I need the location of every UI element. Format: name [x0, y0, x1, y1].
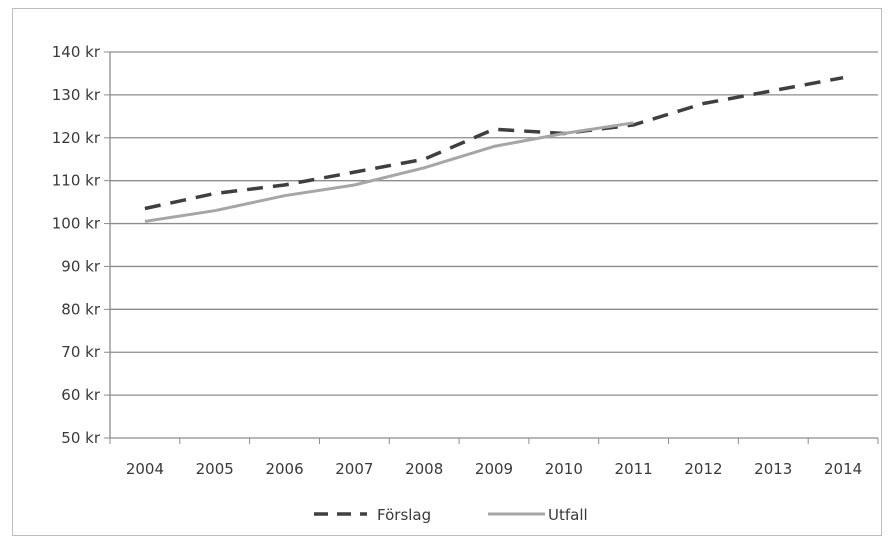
x-tick-label: 2010 — [545, 460, 583, 478]
y-tick-label: 100 kr — [52, 215, 101, 233]
y-tick-label: 140 kr — [52, 43, 101, 61]
y-tick-label: 70 kr — [61, 343, 101, 361]
x-tick-label: 2011 — [615, 460, 653, 478]
x-tick-label: 2006 — [265, 460, 303, 478]
axes — [104, 51, 879, 444]
x-tick-label: 2008 — [405, 460, 443, 478]
y-tick-label: 130 kr — [52, 86, 101, 104]
x-tick-label: 2013 — [754, 460, 792, 478]
series-line-forslag — [144, 75, 844, 211]
y-tick-label: 80 kr — [61, 300, 101, 318]
x-tick-label: 2005 — [196, 460, 234, 478]
y-tick-label: 50 kr — [61, 429, 101, 447]
x-tick-label: 2004 — [126, 460, 164, 478]
series-line-utfall — [144, 121, 634, 223]
legend-label-utfall: Utfall — [548, 506, 588, 524]
legend-label-forslag: Förslag — [377, 506, 431, 524]
legend: Förslag Utfall — [314, 506, 588, 524]
y-tick-label: 110 kr — [52, 172, 101, 190]
x-tick-label: 2012 — [684, 460, 722, 478]
x-axis-ticks: 2004 2005 2006 2007 2008 2009 2010 2011 2012 2013… — [126, 460, 862, 478]
y-tick-label: 60 kr — [61, 386, 101, 404]
x-tick-label: 2014 — [824, 460, 862, 478]
y-tick-label: 90 kr — [61, 257, 101, 275]
gridlines — [110, 51, 878, 396]
series-lines — [144, 75, 844, 223]
x-tick-label: 2007 — [335, 460, 373, 478]
x-tick-label: 2009 — [475, 460, 513, 478]
y-tick-label: 120 kr — [52, 129, 101, 147]
y-axis-ticks: 50 kr 60 kr 70 kr 80 kr 90 kr 100 kr 110 kr 120… — [52, 43, 101, 447]
